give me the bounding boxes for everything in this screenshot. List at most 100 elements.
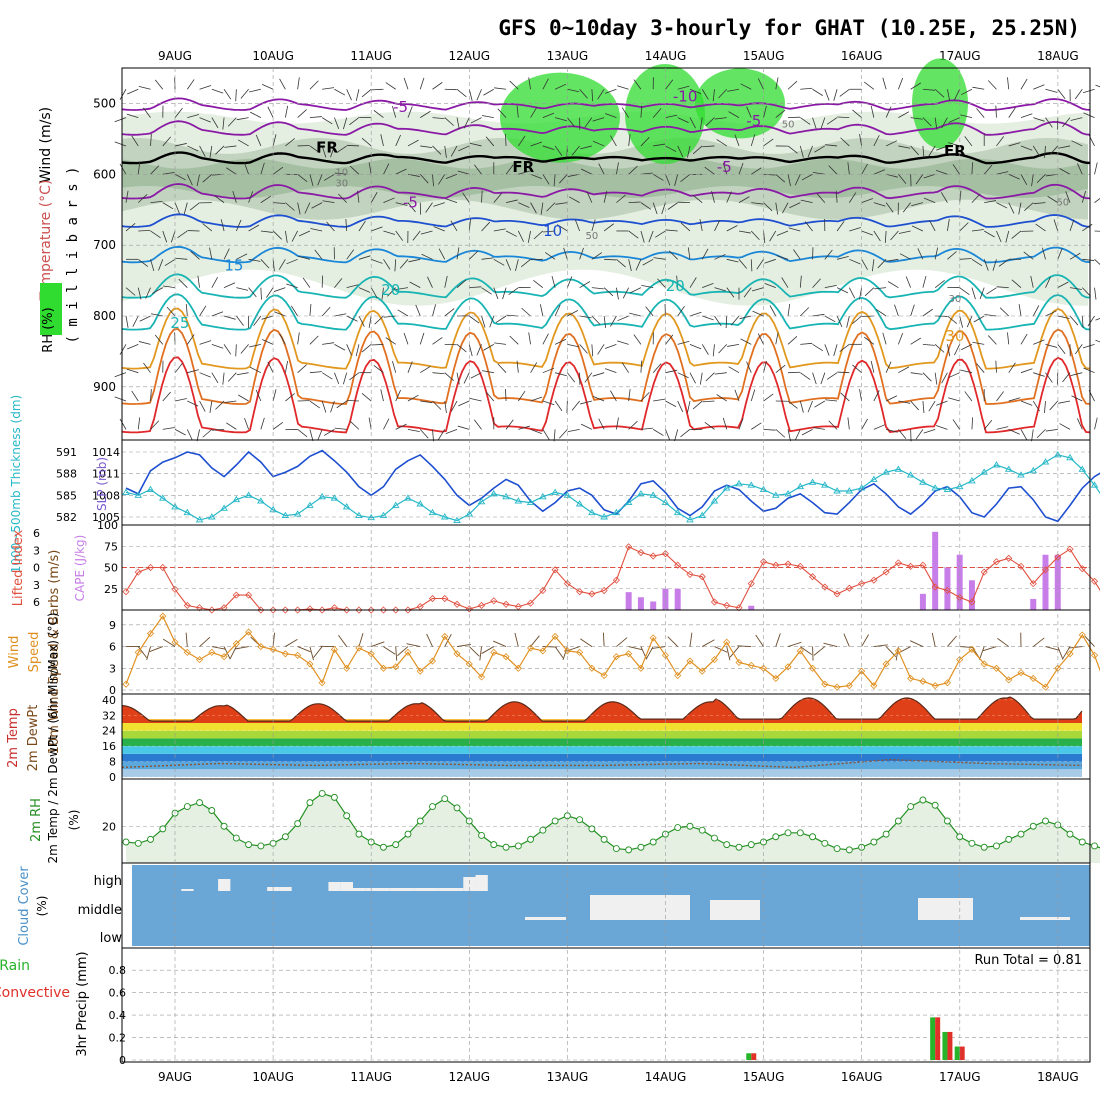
wind-barb bbox=[412, 230, 421, 241]
lifted-index-point bbox=[968, 598, 976, 606]
wind-barb bbox=[323, 429, 335, 436]
wind-barb bbox=[910, 400, 919, 411]
wind-barb bbox=[885, 106, 892, 118]
wind-barb bbox=[923, 428, 936, 434]
wind-barb bbox=[162, 391, 171, 402]
wind-barb bbox=[972, 341, 985, 345]
thickness-point bbox=[134, 491, 143, 498]
wind-barb bbox=[987, 80, 997, 90]
thickness-point bbox=[968, 477, 976, 484]
wind-barb bbox=[199, 85, 212, 90]
x-tick-label-bottom: 12AUG bbox=[449, 1070, 491, 1084]
temperature-color-band bbox=[122, 753, 1082, 762]
wind-barb bbox=[820, 372, 826, 385]
wind-barb bbox=[317, 429, 323, 441]
wind-speed-point bbox=[183, 648, 191, 656]
wind-barb bbox=[1094, 259, 1100, 265]
thickness-point bbox=[1029, 466, 1038, 474]
wind-barb bbox=[789, 202, 801, 209]
wind-barb bbox=[1094, 230, 1100, 232]
wind-barb bbox=[702, 400, 715, 403]
wind-barb bbox=[114, 141, 127, 147]
wind-barb bbox=[718, 88, 728, 99]
wind-barb bbox=[260, 230, 273, 233]
wind-barb bbox=[837, 371, 850, 374]
wind-barb bbox=[610, 390, 617, 402]
contour-label: FR bbox=[316, 138, 338, 156]
rh-point bbox=[232, 834, 240, 842]
wind-barb bbox=[984, 200, 997, 204]
wind-barb bbox=[775, 77, 779, 90]
thickness-point bbox=[220, 504, 228, 511]
wind-barb bbox=[833, 89, 838, 101]
wind-barb bbox=[1081, 287, 1091, 297]
wind-barb bbox=[861, 418, 868, 430]
wind-speed-point bbox=[343, 664, 351, 672]
wind-barb bbox=[1045, 88, 1058, 93]
wind-speed-point bbox=[453, 650, 461, 658]
rh-point bbox=[208, 807, 216, 814]
wind-barb bbox=[885, 140, 898, 147]
wind-barb bbox=[567, 88, 580, 93]
wind-barb bbox=[330, 145, 335, 158]
high-cloud-cell bbox=[463, 877, 476, 891]
wind-barb bbox=[1044, 145, 1046, 158]
wind-barb bbox=[220, 219, 225, 232]
lifted-index-point bbox=[833, 590, 841, 598]
wind-barb bbox=[948, 397, 960, 402]
wind-barb bbox=[702, 282, 714, 289]
rh-point bbox=[478, 831, 485, 839]
wind-barb bbox=[330, 400, 335, 413]
wind-barb bbox=[746, 106, 752, 118]
wind-barb bbox=[910, 145, 919, 156]
wind-barb bbox=[1033, 202, 1046, 205]
wind-barb bbox=[432, 400, 442, 410]
wind-barb bbox=[616, 194, 626, 203]
wind-barb bbox=[444, 117, 454, 126]
lifted-index-point bbox=[784, 560, 792, 568]
lifted-index-point bbox=[894, 559, 902, 567]
wind-barb bbox=[223, 89, 232, 100]
wind-barb bbox=[750, 230, 760, 241]
contour-label: 50 bbox=[782, 120, 795, 131]
wind-speed-point bbox=[477, 673, 486, 681]
wind-barb bbox=[864, 287, 875, 297]
temperature-axis-label: 2m Temp / 2m DewPt / (6hr Min/Max) (°C) bbox=[46, 612, 60, 863]
wind-barb bbox=[199, 372, 211, 378]
wind-barb bbox=[824, 344, 830, 356]
wind-barb bbox=[757, 78, 764, 90]
thickness-point bbox=[318, 492, 326, 500]
wind-barb bbox=[824, 89, 830, 101]
wind-barb bbox=[995, 360, 997, 373]
wind-barb bbox=[898, 230, 911, 234]
wind-barb bbox=[983, 259, 989, 271]
wind-barb bbox=[621, 107, 629, 118]
lifted-index-point bbox=[980, 568, 988, 576]
cape-bar bbox=[662, 588, 669, 610]
wind-barb bbox=[309, 116, 322, 118]
wind-barb bbox=[125, 287, 136, 296]
lifted-index-point bbox=[367, 606, 375, 614]
wind-barb bbox=[948, 117, 960, 123]
wind-barb bbox=[816, 193, 826, 203]
wind-barb bbox=[383, 259, 391, 270]
wind-barb bbox=[432, 304, 436, 317]
wind-barb bbox=[824, 249, 833, 260]
cape-bar bbox=[919, 593, 926, 610]
wind-barb bbox=[1008, 397, 1021, 402]
rh-point bbox=[686, 822, 694, 830]
wind-barb bbox=[407, 173, 420, 177]
high-cloud-cell bbox=[426, 888, 439, 891]
wind-barb bbox=[114, 372, 127, 378]
wind-barb bbox=[1031, 174, 1034, 187]
wind-barb bbox=[309, 80, 319, 90]
rh-point bbox=[527, 835, 535, 843]
wind-barb bbox=[902, 202, 911, 213]
wind-barb bbox=[726, 225, 738, 232]
wind-barb bbox=[653, 257, 666, 260]
wind-speed-point bbox=[1005, 676, 1013, 684]
wind-barb bbox=[648, 230, 654, 243]
wind-barb bbox=[996, 286, 1009, 289]
wind-barb bbox=[255, 389, 262, 402]
contour-label: -5 bbox=[746, 112, 761, 130]
